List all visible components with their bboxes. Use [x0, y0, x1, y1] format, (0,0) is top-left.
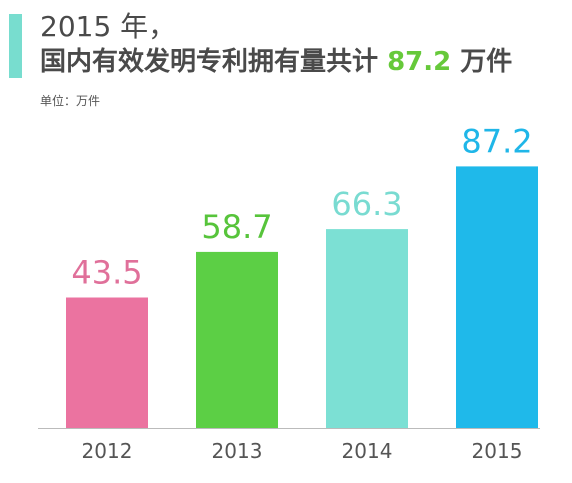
title-highlight-value: 87.2	[387, 47, 452, 77]
x-tick-label-2014: 2014	[342, 439, 393, 463]
title-suffix: 万件	[451, 47, 513, 77]
bar-2013	[196, 251, 278, 428]
x-tick-label-2015: 2015	[472, 439, 523, 463]
title-accent-bar	[9, 14, 22, 78]
data-label-2012: 43.5	[71, 254, 142, 292]
chart-title-line2: 国内有效发明专利拥有量共计 87.2 万件	[40, 44, 512, 80]
unit-label: 单位：万件	[40, 94, 101, 108]
data-label-2014: 66.3	[331, 185, 402, 223]
x-tick-label-2012: 2012	[82, 439, 133, 463]
bar-2015	[456, 166, 538, 428]
title-prefix: 国内有效发明专利拥有量共计	[40, 47, 388, 77]
data-label-2013: 58.7	[201, 208, 272, 246]
x-tick-label-2013: 2013	[212, 439, 263, 463]
chart-title-line1: 2015 年，	[40, 10, 177, 43]
bar-2014	[326, 229, 408, 428]
bar-2012	[66, 297, 148, 428]
data-label-2015: 87.2	[461, 122, 532, 160]
